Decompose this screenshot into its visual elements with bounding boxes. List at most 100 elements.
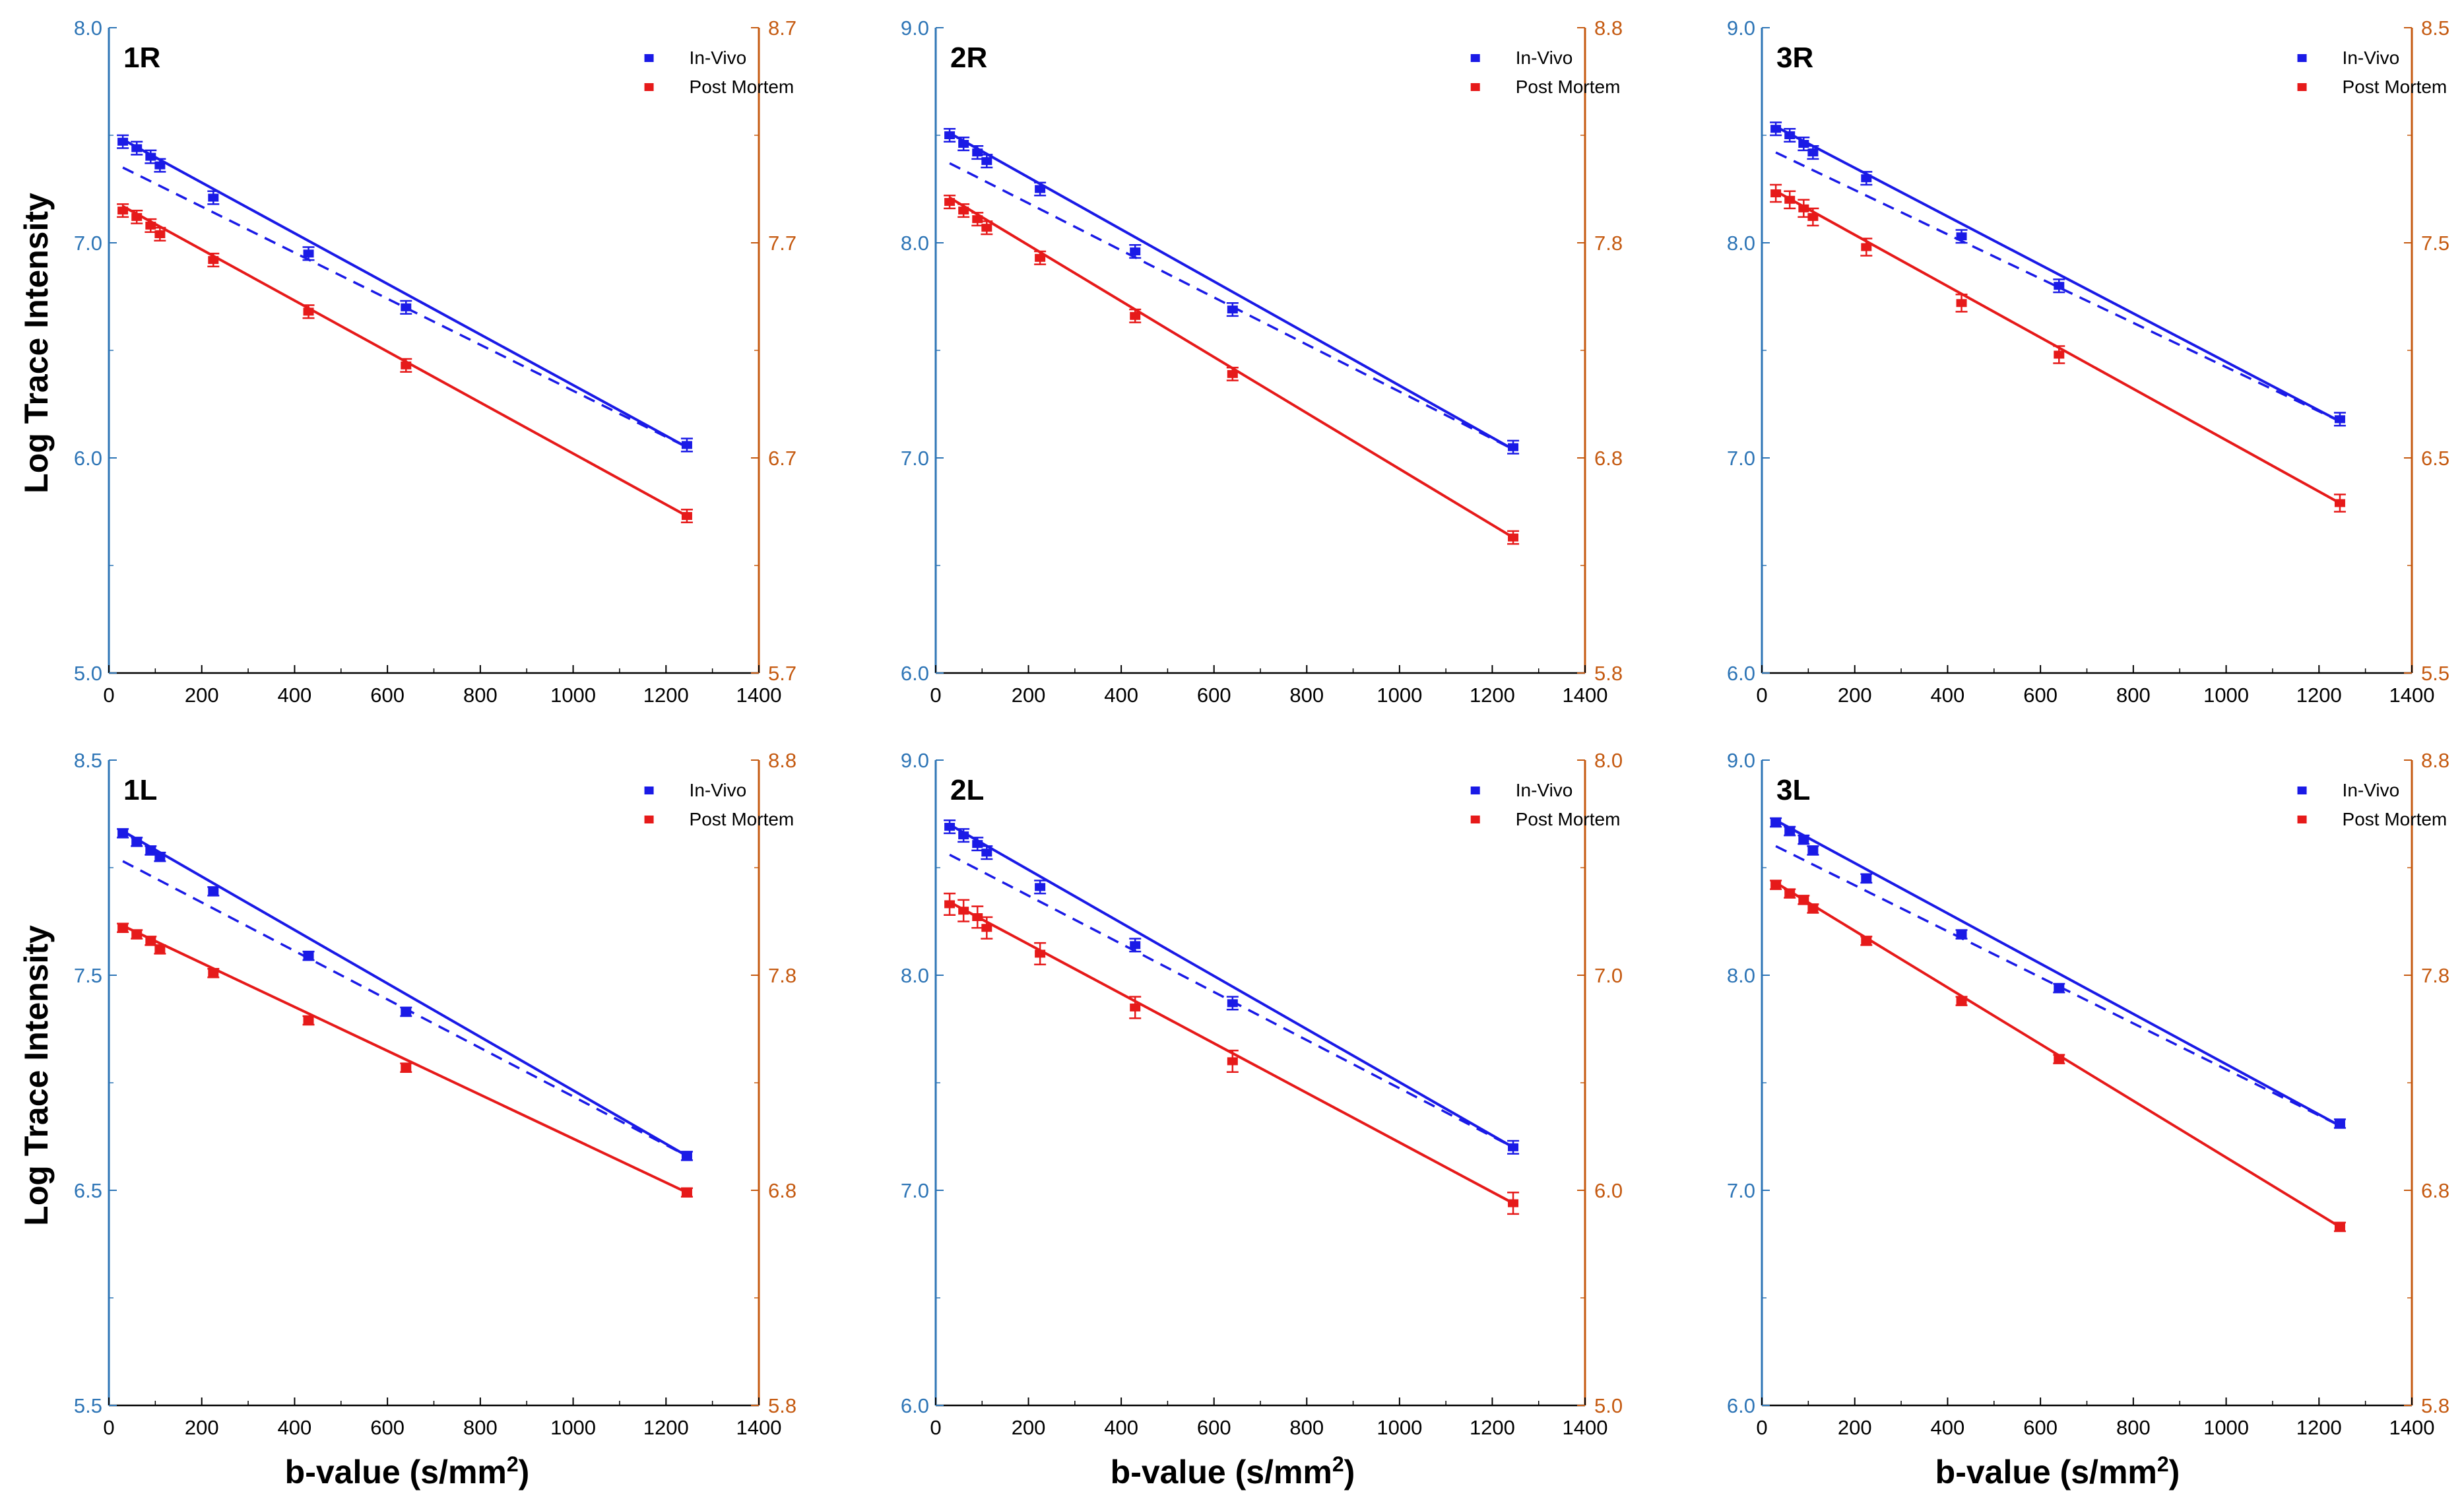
- x-tick-label: 1400: [736, 1416, 782, 1439]
- y-tick-label-left: 6.5: [74, 1179, 102, 1202]
- legend-label-post-mortem: Post Mortem: [2343, 809, 2448, 829]
- post-mortem-point: [208, 969, 219, 977]
- panel-2r: 0 200 400 600 800 1000 1200 1400 6.0 7.0 8.0 9.0 5.8…: [901, 16, 1623, 707]
- post-mortem-point: [1861, 243, 1872, 251]
- y-tick-label-left: 5.0: [74, 662, 102, 685]
- in-vivo-fit-line: [949, 823, 1514, 1149]
- x-tick-label: 800: [1289, 684, 1324, 707]
- x-tick-label: 1000: [1377, 684, 1422, 707]
- post-mortem-point: [1956, 997, 1967, 1006]
- x-tick-label: 1000: [2203, 684, 2249, 707]
- legend-label-post-mortem: Post Mortem: [690, 809, 794, 829]
- in-vivo-point: [131, 144, 143, 152]
- in-vivo-fit-line: [1775, 125, 2341, 423]
- ylabel-top: Log Trace Intensity: [18, 193, 55, 494]
- in-vivo-fit-dashed-line: [949, 162, 1514, 451]
- y-tick-label-right: 6.7: [768, 447, 796, 470]
- x-tick-label: 1400: [1563, 1416, 1608, 1439]
- x-tick-label: 200: [185, 1416, 219, 1439]
- y-tick-label-left: 7.0: [1727, 447, 1755, 470]
- in-vivo-point: [154, 852, 166, 861]
- x-tick-label: 400: [1931, 684, 1965, 707]
- x-tick-label: 1000: [2203, 1416, 2249, 1439]
- x-tick-label: 600: [1197, 1416, 1231, 1439]
- y-tick-label-left: 8.0: [1727, 232, 1755, 255]
- in-vivo-point: [208, 193, 219, 202]
- y-tick-label-right: 5.7: [768, 662, 796, 685]
- in-vivo-point: [1807, 846, 1819, 854]
- post-mortem-point: [2334, 1223, 2345, 1231]
- x-tick-label: 600: [2023, 684, 2058, 707]
- in-vivo-point: [303, 951, 314, 960]
- y-tick-label-right: 5.8: [1594, 662, 1623, 685]
- x-tick-label: 200: [1012, 684, 1046, 707]
- y-tick-label-right: 5.8: [2421, 1394, 2449, 1417]
- panel-label: 3R: [1776, 42, 1813, 74]
- in-vivo-point: [117, 829, 129, 837]
- post-mortem-fit-line: [122, 205, 688, 517]
- y-tick-label-right: 7.5: [2421, 232, 2449, 255]
- x-tick-label: 200: [1838, 1416, 1872, 1439]
- post-mortem-point: [117, 207, 129, 215]
- in-vivo-point: [1227, 305, 1238, 314]
- y-tick-label-left: 9.0: [901, 749, 929, 772]
- post-mortem-point: [1035, 253, 1046, 262]
- post-mortem-point: [1130, 1003, 1141, 1011]
- post-mortem-point: [1807, 212, 1819, 221]
- x-tick-label: 0: [1756, 684, 1767, 707]
- y-tick-label-right: 7.7: [768, 232, 796, 255]
- y-tick-label-right: 7.8: [768, 964, 796, 987]
- in-vivo-point: [303, 249, 314, 258]
- x-tick-label: 0: [103, 684, 114, 707]
- post-mortem-fit-line: [122, 924, 688, 1194]
- x-tick-label: 200: [1012, 1416, 1046, 1439]
- post-mortem-point: [154, 230, 166, 238]
- x-tick-label: 800: [463, 684, 498, 707]
- in-vivo-point: [1807, 148, 1819, 157]
- y-tick-label-left: 8.5: [74, 749, 102, 772]
- post-mortem-point: [1798, 204, 1809, 212]
- legend-marker-post-mortem: [2297, 83, 2307, 91]
- x-tick-label: 400: [278, 684, 312, 707]
- x-tick-label: 0: [1756, 1416, 1767, 1439]
- in-vivo-point: [1035, 883, 1046, 891]
- post-mortem-point: [1956, 299, 1967, 307]
- post-mortem-point: [145, 936, 156, 945]
- y-tick-label-left: 6.0: [74, 447, 102, 470]
- legend-label-post-mortem: Post Mortem: [1516, 77, 1621, 97]
- post-mortem-point: [1227, 369, 1238, 378]
- y-tick-label-left: 8.0: [901, 964, 929, 987]
- x-tick-label: 200: [1838, 684, 1872, 707]
- post-mortem-point: [154, 945, 166, 953]
- post-mortem-point: [401, 361, 412, 369]
- y-tick-label-left: 6.0: [901, 662, 929, 685]
- legend-marker-post-mortem: [644, 83, 654, 91]
- y-tick-label-left: 6.0: [1727, 662, 1755, 685]
- in-vivo-point: [972, 148, 983, 157]
- x-tick-label: 1200: [1470, 684, 1515, 707]
- legend-marker-in-vivo: [644, 54, 654, 62]
- in-vivo-fit-line: [949, 131, 1514, 451]
- xlabel-col3: b-value (s/mm2): [1935, 1452, 2180, 1491]
- y-tick-label-left: 7.0: [901, 447, 929, 470]
- legend-label-in-vivo: In-Vivo: [1516, 780, 1573, 800]
- in-vivo-point: [401, 1008, 412, 1016]
- in-vivo-point: [958, 831, 969, 840]
- legend-label-in-vivo: In-Vivo: [690, 48, 747, 68]
- y-tick-label-right: 6.5: [2421, 447, 2449, 470]
- panel-label: 1L: [123, 774, 157, 806]
- y-tick-label-left: 9.0: [1727, 749, 1755, 772]
- post-mortem-point: [1807, 904, 1819, 913]
- in-vivo-fit-line: [122, 829, 688, 1157]
- post-mortem-point: [1508, 533, 1519, 542]
- in-vivo-point: [972, 840, 983, 849]
- in-vivo-point: [1784, 827, 1796, 835]
- xlabel-col1: b-value (s/mm2): [285, 1452, 530, 1491]
- x-tick-label: 1200: [643, 1416, 689, 1439]
- in-vivo-point: [944, 131, 956, 139]
- post-mortem-point: [1227, 1057, 1238, 1066]
- x-tick-label: 800: [1289, 1416, 1324, 1439]
- y-tick-label-right: 8.8: [2421, 749, 2449, 772]
- in-vivo-point: [401, 303, 412, 311]
- y-tick-label-right: 7.8: [1594, 232, 1623, 255]
